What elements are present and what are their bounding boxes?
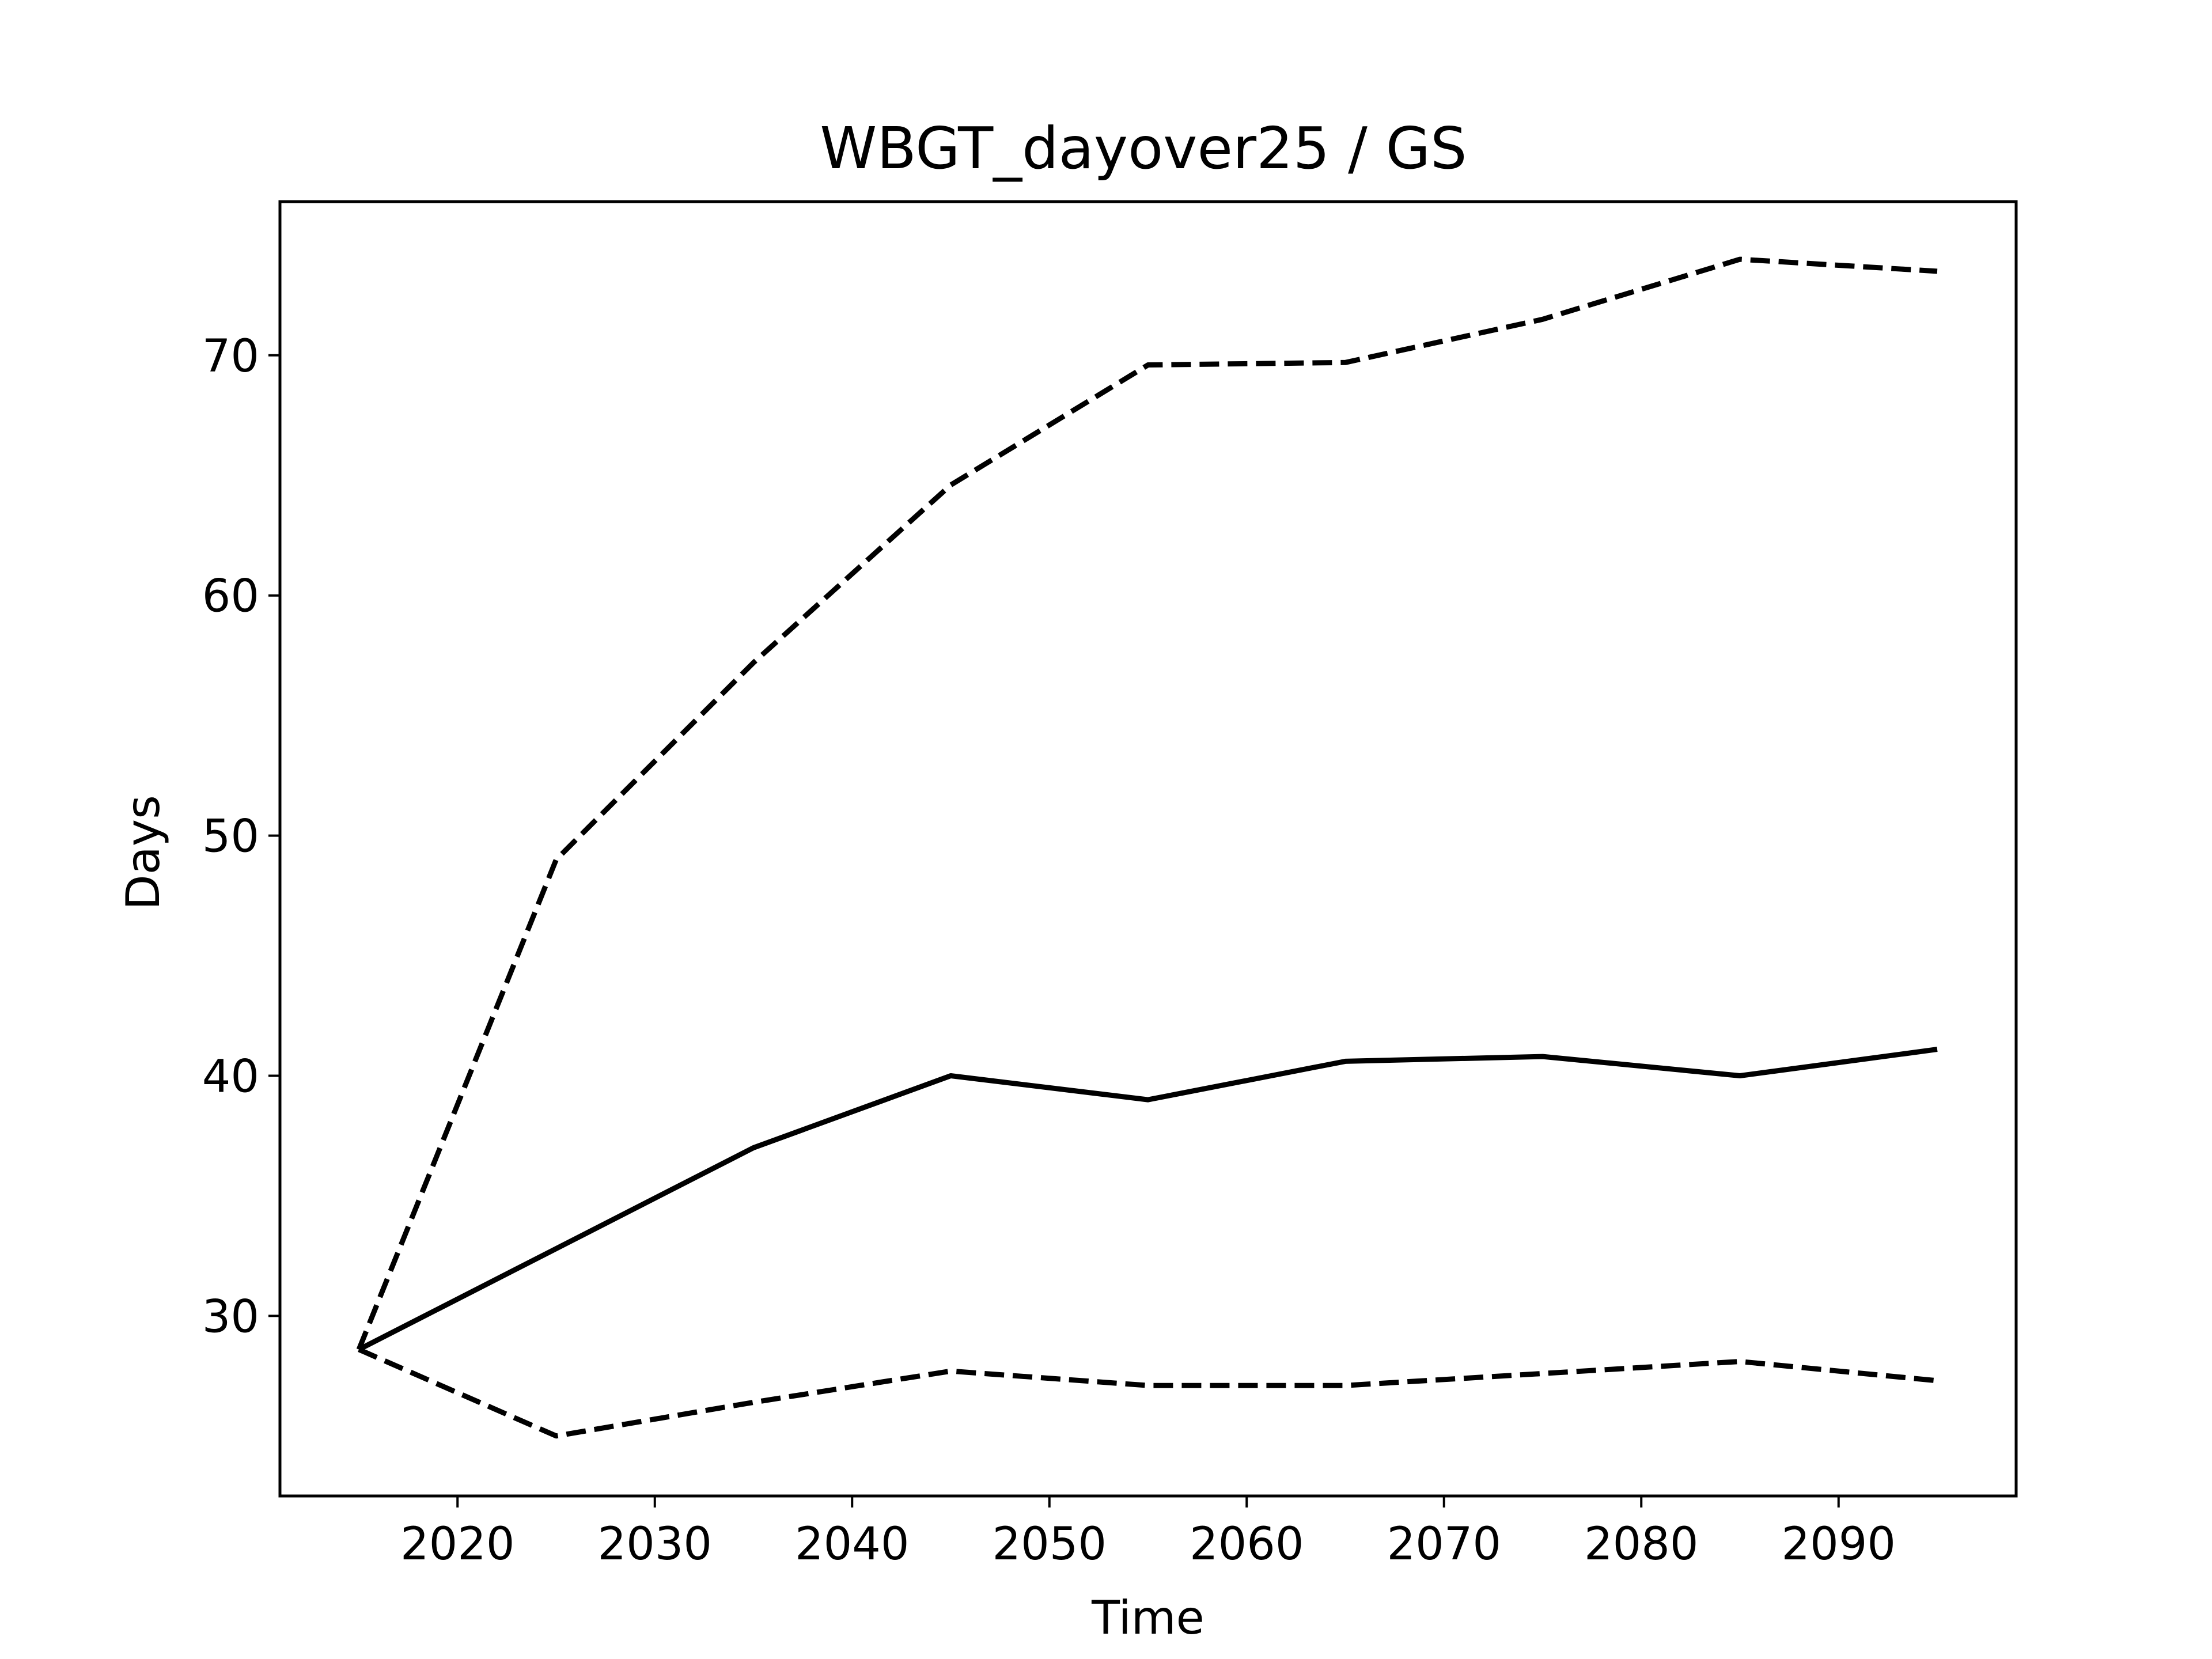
series-layer: [356, 256, 1938, 1439]
y-axis: 30 40 50 60 70: [202, 331, 280, 1343]
y-tick-label: 60: [202, 571, 259, 623]
x-tick-label: 2050: [992, 1518, 1107, 1570]
series-line-1: [356, 256, 1938, 1351]
y-axis-label: Days: [116, 795, 170, 910]
x-axis-label: Time: [1091, 1591, 1205, 1645]
x-tick-label: 2030: [597, 1518, 712, 1570]
y-tick-label: 40: [202, 1051, 259, 1103]
x-tick-label: 2060: [1190, 1518, 1304, 1570]
x-tick-label: 2070: [1387, 1518, 1501, 1570]
x-tick-label: 2090: [1781, 1518, 1896, 1570]
series-line-2: [357, 1047, 1938, 1352]
x-tick-label: 2040: [795, 1518, 910, 1570]
x-tick-label: 2020: [400, 1518, 515, 1570]
y-tick-label: 50: [202, 811, 259, 863]
y-tick-label: 70: [202, 331, 259, 382]
series-line-3: [358, 1347, 1938, 1439]
x-axis: 2020 2030 2040 2050 2060 2070 2080 2090: [400, 1496, 1896, 1570]
x-tick-label: 2080: [1584, 1518, 1699, 1570]
y-tick-label: 30: [202, 1291, 259, 1343]
chart-title: WBGT_dayover25 / GS: [820, 115, 1467, 182]
plot-frame: [278, 200, 2018, 1498]
